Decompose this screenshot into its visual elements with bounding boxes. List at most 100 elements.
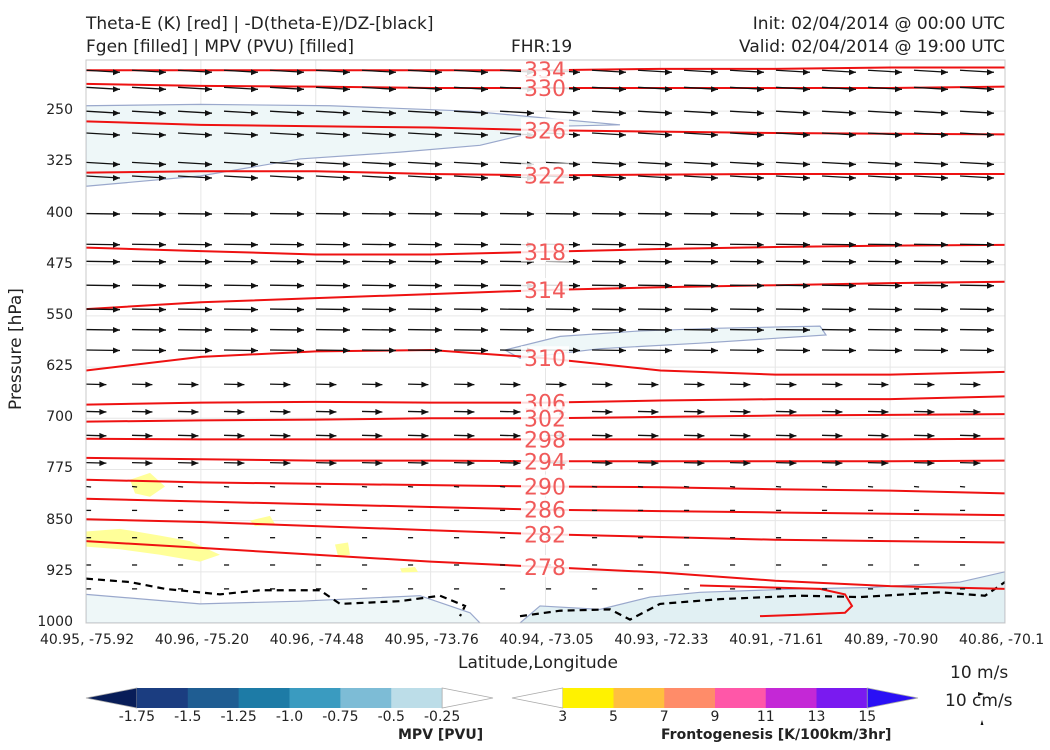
wind-vector-head bbox=[573, 86, 580, 93]
wind-vector-head bbox=[159, 282, 166, 289]
wind-vector-reference: 10 m/s bbox=[950, 663, 1009, 683]
wind-vector-head bbox=[619, 132, 626, 139]
wind-vector-head bbox=[113, 161, 120, 168]
wind-vector-head bbox=[113, 110, 120, 117]
wind-vector-head bbox=[803, 258, 810, 265]
wind-vector-head bbox=[435, 175, 442, 182]
wind-vector-head bbox=[513, 432, 521, 439]
wind-vector-head bbox=[573, 161, 580, 168]
wind-vector-head bbox=[481, 327, 488, 334]
mpv-colorbar-segment bbox=[391, 688, 443, 708]
wind-vector-head bbox=[803, 306, 810, 313]
fgen-colorbar-tick: 5 bbox=[609, 709, 618, 725]
wind-vector-head bbox=[711, 258, 718, 265]
wind-vector-head bbox=[941, 175, 948, 182]
contour-label-278: 278 bbox=[524, 556, 566, 581]
wind-vector-head bbox=[711, 69, 718, 76]
wind-vector-head bbox=[297, 211, 304, 218]
wind-vector-head bbox=[757, 327, 764, 334]
contour-label-bg bbox=[521, 163, 569, 186]
wind-vector bbox=[729, 485, 736, 488]
wind-vector-head bbox=[251, 132, 258, 139]
wind-vector-head bbox=[849, 327, 856, 334]
wind-vector-head bbox=[159, 69, 166, 76]
wind-vector-head bbox=[927, 381, 935, 388]
wind-vector-head bbox=[435, 327, 442, 334]
contour-label-322: 322 bbox=[524, 164, 566, 189]
wind-vector-head bbox=[757, 241, 764, 248]
fgen-colorbar-tick: 15 bbox=[858, 709, 877, 725]
wind-vector bbox=[959, 485, 966, 488]
wind-vector-head bbox=[435, 211, 442, 218]
wind-vector-head bbox=[159, 211, 166, 218]
wind-vector-head bbox=[881, 460, 889, 467]
wind-vector-head bbox=[849, 306, 856, 313]
contour-label-294: 294 bbox=[524, 450, 566, 475]
wind-vector-head bbox=[113, 241, 120, 248]
wind-vector-head bbox=[665, 327, 672, 334]
wind-vector-head bbox=[481, 347, 488, 354]
fgen-colorbar-tick: 9 bbox=[710, 709, 720, 725]
mpv-colorbar-segment bbox=[289, 688, 341, 708]
wind-vector-head bbox=[757, 306, 764, 313]
wind-vector-head bbox=[283, 432, 291, 439]
wind-vector-head bbox=[711, 161, 718, 168]
fgen-colorbar-tick: 3 bbox=[558, 709, 568, 725]
mpv-colorbar-segment bbox=[136, 688, 189, 708]
wind-vector-head bbox=[527, 327, 534, 334]
x-axis-label: Latitude,Longitude bbox=[458, 653, 618, 673]
wind-vector bbox=[361, 485, 368, 488]
wind-vector-head bbox=[251, 347, 258, 354]
contour-label-310: 310 bbox=[524, 347, 566, 372]
wind-vector-head bbox=[849, 258, 856, 265]
wind-vector bbox=[131, 485, 138, 488]
wind-vector-head bbox=[159, 161, 166, 168]
wind-vector-head bbox=[697, 381, 705, 388]
wind-vector-head bbox=[435, 258, 442, 265]
wind-vector bbox=[499, 485, 506, 488]
wind-vector-head bbox=[665, 211, 672, 218]
wind-vector-head bbox=[389, 132, 396, 139]
y-tick-label: 625 bbox=[46, 358, 73, 375]
wind-vector-head bbox=[435, 86, 442, 93]
wind-vector-head bbox=[481, 241, 488, 248]
mpv-colorbar-tick: -0.5 bbox=[377, 709, 405, 725]
wind-vector-head bbox=[619, 258, 626, 265]
wind-vector-head bbox=[803, 282, 810, 289]
wind-vector-head bbox=[711, 347, 718, 354]
wind-vector-head bbox=[251, 175, 258, 182]
wind-vector-head bbox=[435, 69, 442, 76]
stability-contour bbox=[519, 581, 1005, 621]
wind-vector-head bbox=[389, 86, 396, 93]
wind-vector-head bbox=[651, 408, 659, 415]
wind-vector-head bbox=[573, 132, 580, 139]
contour-label-bg bbox=[521, 406, 569, 429]
wind-vector-head bbox=[927, 460, 935, 467]
x-tick-label: 40.89, -70.90 bbox=[844, 632, 939, 648]
wind-vector-head bbox=[941, 69, 948, 76]
contour-label-bg bbox=[521, 277, 569, 300]
contour-label-bg bbox=[521, 75, 569, 98]
mpv-colorbar-tick: -1.25 bbox=[220, 709, 257, 725]
wind-vector-head bbox=[651, 381, 659, 388]
fgen-colorbar-segment bbox=[765, 688, 817, 708]
wind-vector-head bbox=[619, 306, 626, 313]
wind-vector-head bbox=[973, 432, 981, 439]
wind-vector-head bbox=[835, 381, 843, 388]
wind-vector-head bbox=[297, 306, 304, 313]
frontogenesis-region bbox=[400, 567, 418, 573]
mpv-colorbar-tick: -1.5 bbox=[174, 709, 202, 725]
contour-label-bg bbox=[521, 427, 569, 450]
wind-vector-head bbox=[99, 408, 107, 415]
wind-vector-head bbox=[343, 69, 350, 76]
fgen-colorbar-segment bbox=[562, 688, 614, 708]
wind-vector-head bbox=[849, 86, 856, 93]
y-tick-label: 850 bbox=[46, 511, 73, 528]
chart-title-line1: Theta-E (K) [red] | -D(theta-E)/DZ-[blac… bbox=[86, 14, 434, 34]
wind-vector-head bbox=[159, 306, 166, 313]
wind-vector-head bbox=[573, 175, 580, 182]
wind-vector-head bbox=[251, 69, 258, 76]
wind-vector-head bbox=[573, 211, 580, 218]
wind-vector-head bbox=[789, 408, 797, 415]
contour-label-326: 326 bbox=[524, 119, 566, 144]
